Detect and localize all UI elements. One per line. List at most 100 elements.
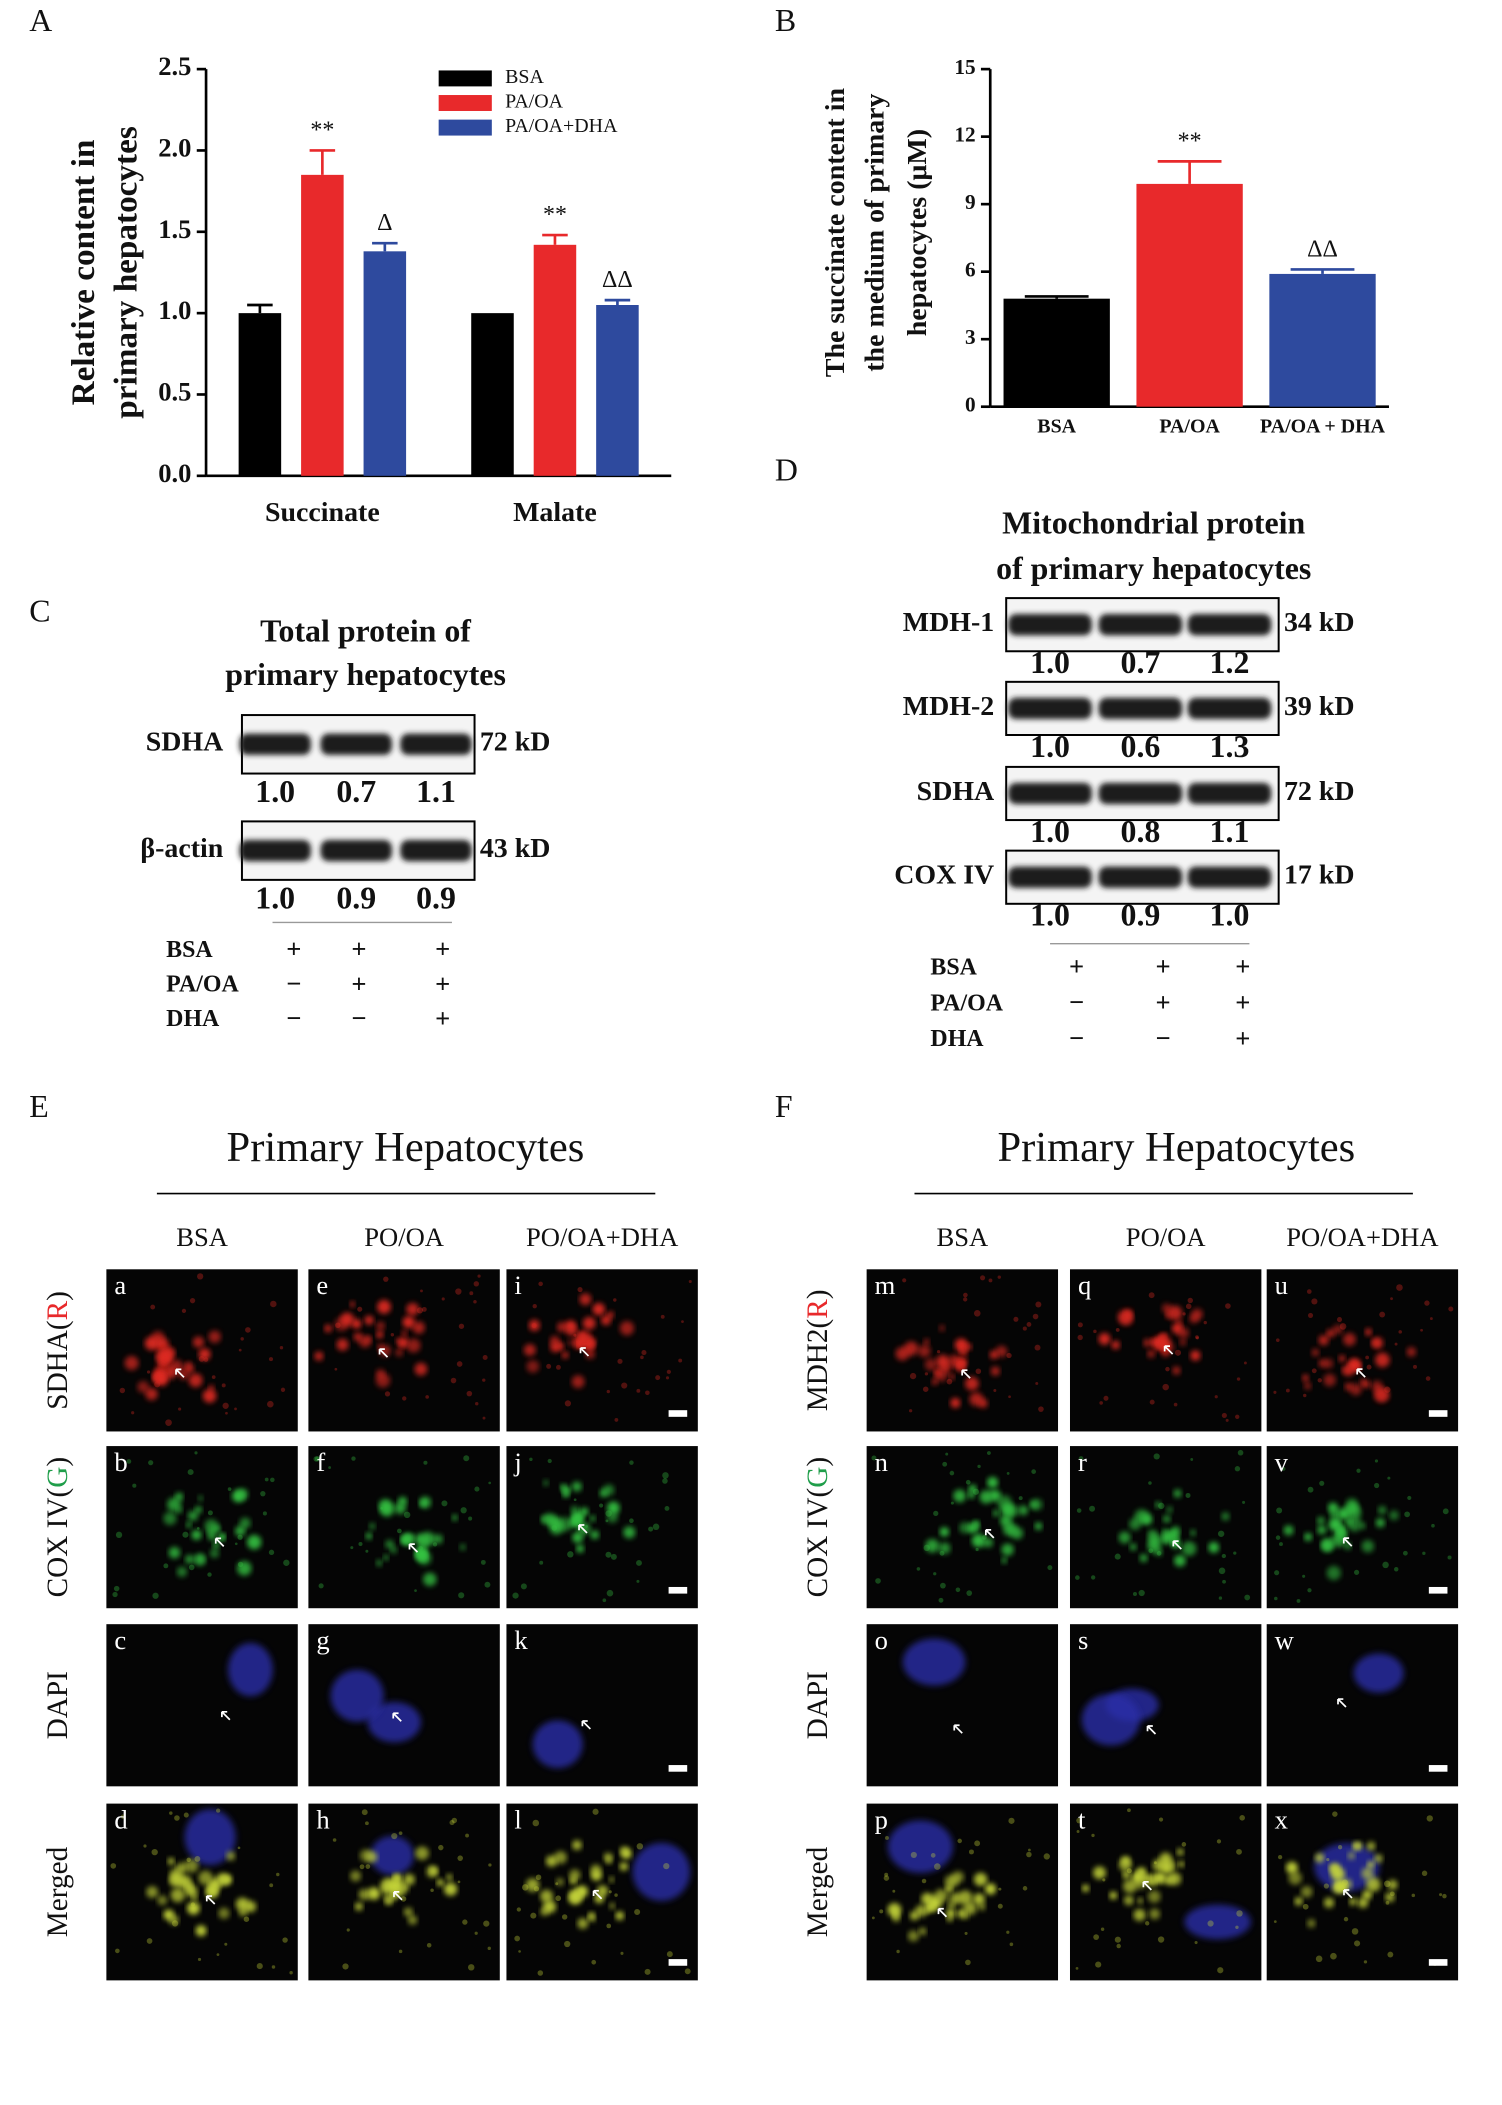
- stain-speck: [1307, 1486, 1314, 1493]
- stain-speck: [466, 1390, 473, 1397]
- stain-speck: [547, 1458, 552, 1464]
- stain-speck: [1442, 1508, 1449, 1515]
- stain-speck: [636, 1843, 644, 1850]
- stain-speck: [684, 1968, 691, 1975]
- stain-speck: [314, 1456, 321, 1462]
- stain-speck: [933, 1572, 937, 1576]
- stain-spot: [949, 1374, 955, 1380]
- stain-speck: [380, 1506, 384, 1510]
- band-value: 0.6: [1121, 729, 1161, 764]
- stain-spot: [571, 1481, 582, 1492]
- stain-spot: [609, 1902, 616, 1909]
- stain-spot: [619, 1321, 635, 1336]
- stain-spot: [950, 1397, 961, 1408]
- treatment-mark: +: [1155, 951, 1170, 981]
- stain-speck: [270, 1300, 277, 1308]
- stain-speck: [1237, 1449, 1244, 1456]
- stain-speck: [977, 1464, 981, 1469]
- treatment-mark: +: [1235, 1023, 1250, 1053]
- stain-spot: [1172, 1366, 1181, 1375]
- stain-speck: [1337, 1845, 1343, 1850]
- stain-speck: [1394, 1342, 1398, 1346]
- stain-spot: [1098, 1332, 1111, 1345]
- stain-spot: [995, 1345, 1008, 1358]
- stain-spot: [192, 1336, 205, 1348]
- stain-speck: [1182, 1312, 1186, 1316]
- stain-speck: [1398, 1330, 1402, 1334]
- stain-spot: [380, 1878, 394, 1892]
- stain-spot: [568, 1890, 582, 1905]
- stain-spot: [1164, 1311, 1172, 1319]
- arrow: [221, 1710, 231, 1721]
- micrograph: [506, 1624, 698, 1787]
- stain-spot: [145, 1387, 158, 1401]
- stain-speck: [1236, 1910, 1243, 1917]
- stain-spot: [354, 1902, 364, 1911]
- stain-speck: [1236, 1848, 1242, 1855]
- stain-spot: [918, 1344, 931, 1358]
- stain-speck: [1114, 1936, 1121, 1943]
- blot-band: [1008, 614, 1092, 636]
- row-label-part: ): [802, 1289, 834, 1299]
- treatment-mark: +: [351, 968, 366, 998]
- stain-spot: [999, 1514, 1012, 1527]
- stain-speck: [1274, 1570, 1280, 1576]
- blot-band: [1098, 782, 1183, 805]
- stain-speck: [1006, 1930, 1010, 1934]
- arrow: [984, 1529, 995, 1539]
- scale-bar: [668, 1586, 688, 1594]
- stain-spot: [979, 1490, 993, 1504]
- stain-spot: [376, 1559, 383, 1566]
- stain-speck: [198, 1356, 205, 1362]
- stain-speck: [1236, 1377, 1241, 1381]
- stain-speck: [963, 1297, 968, 1302]
- column-label: PO/OA: [364, 1222, 444, 1252]
- stain-speck: [1422, 1551, 1426, 1555]
- stain-spot: [895, 1346, 910, 1361]
- stain-speck: [1242, 1500, 1246, 1504]
- stain-speck: [939, 1550, 945, 1556]
- stain-speck: [438, 1844, 444, 1851]
- stain-speck: [1387, 1476, 1391, 1480]
- stain-speck: [221, 1383, 226, 1388]
- arrow: [214, 1537, 225, 1547]
- stain-speck: [1089, 1505, 1096, 1512]
- stain-speck: [469, 1291, 474, 1296]
- row-label: Merged: [802, 1846, 834, 1937]
- nucleus: [1353, 1653, 1404, 1693]
- stain-spot: [936, 1354, 950, 1368]
- stain-speck: [383, 1276, 389, 1282]
- y-axis-label: primary hepatocytes: [108, 126, 145, 419]
- stain-spot: [1005, 1504, 1019, 1518]
- stain-speck: [1148, 1481, 1152, 1485]
- blot-band: [320, 840, 392, 862]
- panel-letter: i: [514, 1270, 521, 1300]
- panel-letter: c: [114, 1625, 126, 1655]
- stain-speck: [146, 1938, 153, 1944]
- nucleus: [632, 1842, 691, 1901]
- stain-spot: [379, 1344, 391, 1357]
- stain-spot: [395, 1348, 404, 1357]
- stain-speck: [1008, 1395, 1011, 1399]
- stain-speck: [648, 1526, 654, 1532]
- stain-spot: [1344, 1382, 1353, 1391]
- stain-spot: [375, 1373, 391, 1388]
- panel-letter: d: [114, 1804, 127, 1834]
- stain-spot: [1318, 1335, 1329, 1346]
- stain-spot: [965, 1376, 979, 1391]
- band-value: 1.1: [1210, 814, 1250, 849]
- treatment-mark: −: [351, 1003, 366, 1033]
- stain-spot: [412, 1321, 425, 1334]
- nucleus: [330, 1669, 384, 1722]
- stain-speck: [467, 1964, 475, 1971]
- stain-speck: [922, 1386, 929, 1392]
- stain-spot: [963, 1901, 977, 1915]
- stain-speck: [1149, 1399, 1155, 1405]
- arrow: [961, 1369, 971, 1379]
- stain-speck: [645, 1390, 650, 1396]
- stain-speck: [605, 1510, 612, 1517]
- stain-spot: [187, 1901, 200, 1915]
- stain-spot: [168, 1874, 181, 1887]
- stain-speck: [216, 1953, 220, 1957]
